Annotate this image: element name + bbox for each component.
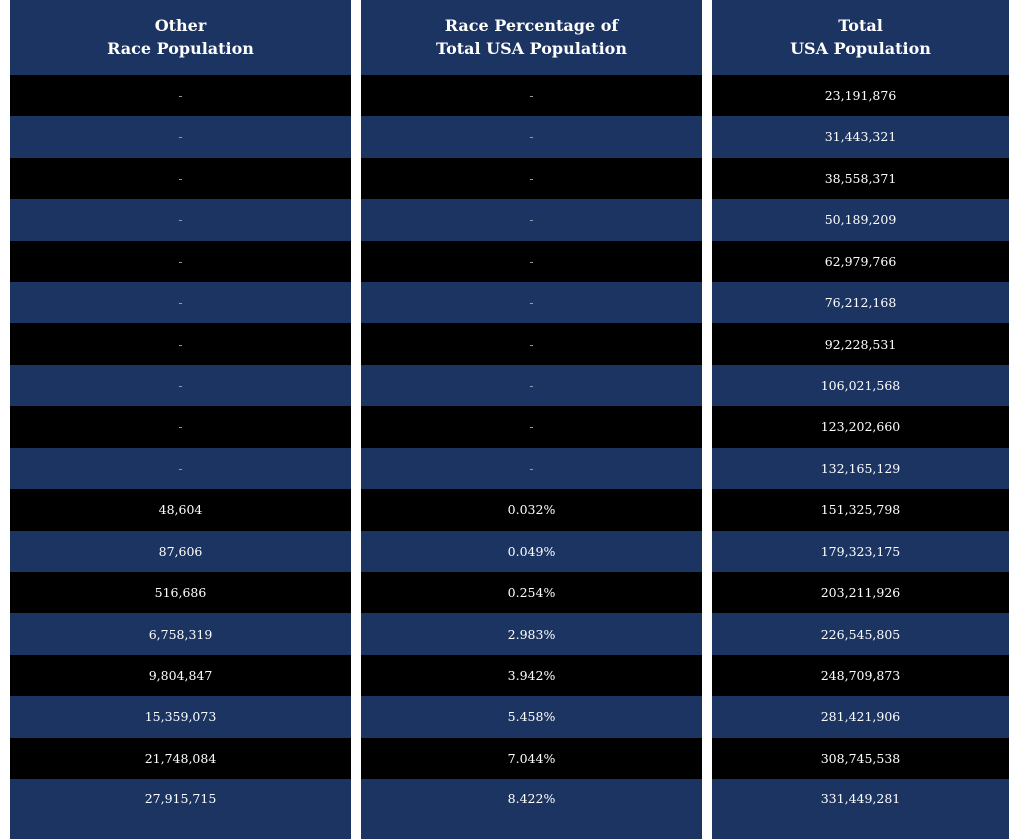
- table-cell: 48,604: [10, 489, 351, 531]
- table-cell: 516,686: [10, 571, 351, 614]
- column-other-race-population: Other Race Population - - - - - - - - - -48,604 87,…: [10, 0, 351, 839]
- table-cell: -: [10, 447, 351, 490]
- column-race-percentage: Race Percentage of Total USA Population -…: [361, 0, 702, 839]
- table-cell: -: [361, 447, 702, 490]
- table-cell: -: [361, 406, 702, 448]
- table-cell: 3.942%: [361, 654, 702, 697]
- table-cell: 308,745,538: [712, 737, 1009, 780]
- column-total-usa-population: Total USA Population 23,191,876 31,443,321…: [712, 0, 1009, 839]
- table-cell: 0.032%: [361, 489, 702, 531]
- table-cell: 123,202,660: [712, 406, 1009, 448]
- table-cell: 151,325,798: [712, 489, 1009, 531]
- table-cell: 6,758,319: [10, 613, 351, 655]
- table-cell: 15,359,073: [10, 696, 351, 738]
- column-header: Other Race Population: [10, 0, 351, 75]
- table-cell: -: [361, 281, 702, 324]
- table-cell: 92,228,531: [712, 323, 1009, 365]
- table-cell: 8.422%: [361, 779, 702, 839]
- table-cell: -: [10, 406, 351, 448]
- table-cell: 31,443,321: [712, 116, 1009, 158]
- table-cell: -: [361, 240, 702, 282]
- table-cell: 2.983%: [361, 613, 702, 655]
- table-cell: -: [361, 116, 702, 158]
- table-cell: 50,189,209: [712, 199, 1009, 241]
- table-cell: -: [10, 116, 351, 158]
- table-cell: -: [10, 74, 351, 117]
- table-cell: 7.044%: [361, 737, 702, 780]
- table-cell: 106,021,568: [712, 364, 1009, 407]
- table-cell: 179,323,175: [712, 530, 1009, 572]
- table-cell: -: [361, 199, 702, 241]
- table-cell: -: [10, 199, 351, 241]
- column-header: Total USA Population: [712, 0, 1009, 75]
- table-cell: 23,191,876: [712, 74, 1009, 117]
- table-cell: -: [361, 323, 702, 365]
- table-cell: 248,709,873: [712, 654, 1009, 697]
- table-cell: -: [10, 240, 351, 282]
- table-cell: -: [361, 74, 702, 117]
- table-cell: 331,449,281: [712, 779, 1009, 839]
- table-cell: 226,545,805: [712, 613, 1009, 655]
- table-cell: 76,212,168: [712, 281, 1009, 324]
- column-header: Race Percentage of Total USA Population: [361, 0, 702, 75]
- table-cell: 62,979,766: [712, 240, 1009, 282]
- table-cell: -: [10, 157, 351, 200]
- table-cell: 21,748,084: [10, 737, 351, 780]
- table-cell: 132,165,129: [712, 447, 1009, 490]
- table-cell: 281,421,906: [712, 696, 1009, 738]
- table-cell: -: [361, 157, 702, 200]
- table-cell: -: [10, 364, 351, 407]
- table-cell: 0.254%: [361, 571, 702, 614]
- table-cell: 0.049%: [361, 530, 702, 572]
- table-cell: 9,804,847: [10, 654, 351, 697]
- table-cell: -: [361, 364, 702, 407]
- population-table: Other Race Population - - - - - - - - - -48,604 87,…: [10, 0, 1009, 839]
- table-cell: 5.458%: [361, 696, 702, 738]
- table-cell: 27,915,715: [10, 779, 351, 839]
- table-cell: -: [10, 281, 351, 324]
- table-cell: 203,211,926: [712, 571, 1009, 614]
- table-cell: 38,558,371: [712, 157, 1009, 200]
- table-cell: -: [10, 323, 351, 365]
- table-cell: 87,606: [10, 530, 351, 572]
